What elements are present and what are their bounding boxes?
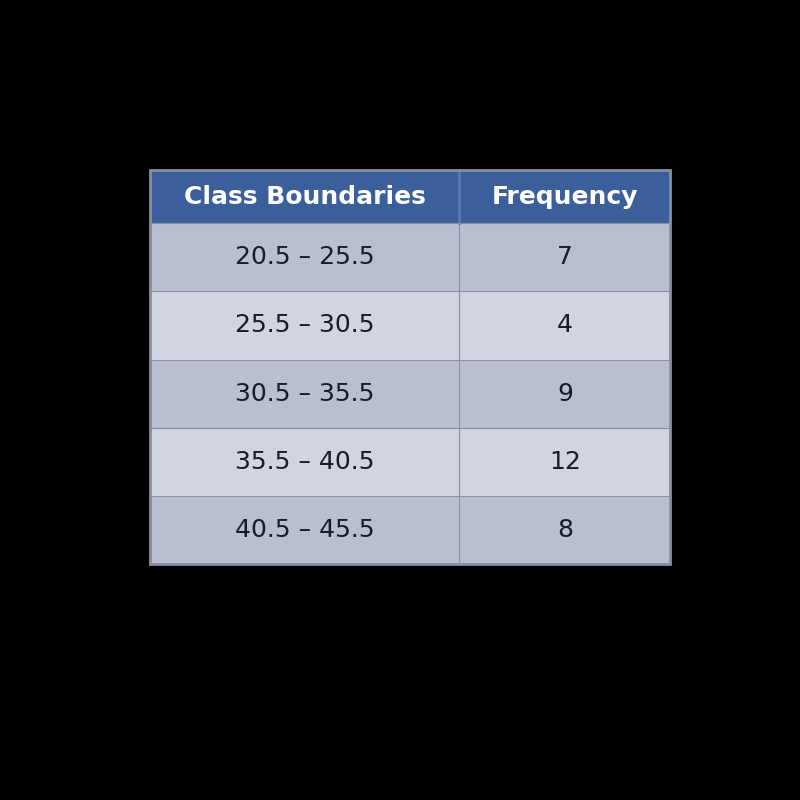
Text: 9: 9 [557,382,573,406]
FancyBboxPatch shape [150,170,670,223]
FancyBboxPatch shape [150,170,670,564]
Text: 30.5 – 35.5: 30.5 – 35.5 [235,382,374,406]
Text: 7: 7 [557,246,573,270]
Text: 40.5 – 45.5: 40.5 – 45.5 [234,518,374,542]
Text: Class Boundaries: Class Boundaries [184,185,426,209]
FancyBboxPatch shape [150,359,670,428]
Text: 25.5 – 30.5: 25.5 – 30.5 [234,314,374,338]
Text: 8: 8 [557,518,573,542]
Text: 12: 12 [549,450,581,474]
Text: 4: 4 [557,314,573,338]
FancyBboxPatch shape [150,291,670,359]
FancyBboxPatch shape [150,496,670,564]
Text: 35.5 – 40.5: 35.5 – 40.5 [234,450,374,474]
FancyBboxPatch shape [150,223,670,291]
Text: 20.5 – 25.5: 20.5 – 25.5 [234,246,374,270]
Text: Frequency: Frequency [492,185,638,209]
FancyBboxPatch shape [150,428,670,496]
